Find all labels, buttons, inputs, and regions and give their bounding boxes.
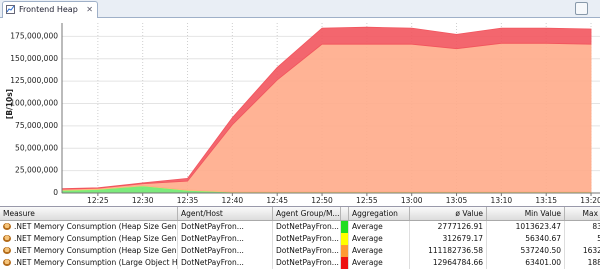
table-cell: DotNetPayFron... [178,245,273,257]
column-header[interactable]: Agent/Host [178,207,273,220]
x-tick-label: 12:30 [132,196,154,205]
table-cell: 56340.67 [487,233,565,245]
table-cell: 111182736.58 [410,245,487,257]
table-cell: 537240.50 [487,245,565,257]
x-tick-label: 12:55 [356,196,378,205]
color-swatch [341,245,349,257]
tab-bar: Frontend Heap ✕ [0,0,600,18]
table-cell: Average [349,257,410,269]
measure-cell: .NET Memory Consumption (Large Object He… [0,257,178,269]
y-tick-label: 150,000,000 [10,54,58,63]
y-tick-label: 100,000,000 [10,99,58,108]
table-cell: DotNetPayFron... [178,257,273,269]
x-tick-label: 13:00 [401,196,423,205]
table-cell: DotNetPayFron... [178,221,273,233]
x-tick-label: 13:10 [491,196,513,205]
table-cell: 54111 [565,233,600,245]
measure-text: .NET Memory Consumption (Heap Size Gen 1… [14,234,177,243]
x-tick-label: 12:45 [266,196,288,205]
table-cell: DotNetPayFron... [273,233,341,245]
x-tick-label: 12:35 [177,196,199,205]
table-cell: 12964784.66 [410,257,487,269]
column-header[interactable]: Min Value [487,207,565,220]
column-header[interactable]: Agent Group/M... [273,207,341,220]
save-button[interactable] [575,2,588,15]
table-cell: DotNetPayFron... [273,221,341,233]
tab[interactable]: Frontend Heap ✕ [2,1,98,18]
table-cell: Average [349,245,410,257]
table-cell: DotNetPayFron... [273,245,341,257]
measure-text: .NET Memory Consumption (Large Object He… [14,258,178,267]
y-tick-label: 75,000,000 [15,121,58,130]
table-row[interactable]: .NET Memory Consumption (Large Object He… [0,257,600,269]
measure-cell: .NET Memory Consumption (Heap Size Gen 2… [0,245,178,257]
area [61,26,592,190]
table-cell: DotNetPayFron... [178,233,273,245]
table-cell: 838860 [565,221,600,233]
measure-icon [3,247,11,254]
table-cell: 1882821 [565,257,600,269]
table-cell: 312679.17 [410,233,487,245]
column-header[interactable]: Aggregation [349,207,410,220]
y-tick-label: 125,000,000 [10,76,58,85]
table-row[interactable]: .NET Memory Consumption (Heap Size Gen 0… [0,221,600,233]
table-cell: 2777126.91 [410,221,487,233]
x-tick-label: 13:05 [446,196,468,205]
swatch-header [341,207,349,220]
tab-icon [6,5,15,14]
chart: [B/10s] 0 25,000,000 50,000,000 75,000,000 1… [0,18,600,206]
table-row[interactable]: .NET Memory Consumption (Heap Size Gen 1… [0,233,600,245]
table-cell: Average [349,233,410,245]
color-swatch [341,221,349,233]
measure-text: .NET Memory Consumption (Heap Size Gen 0… [14,222,177,231]
measure-cell: .NET Memory Consumption (Heap Size Gen 0… [0,221,178,233]
column-header[interactable]: Measure [0,207,178,220]
table-cell: 16321083 [565,245,600,257]
x-tick-label: 12:50 [311,196,333,205]
color-swatch [341,257,349,269]
table-cell: 1013623.47 [487,221,565,233]
y-tick-label: 50,000,000 [15,143,58,152]
column-header[interactable]: ø Value [410,207,487,220]
tab-title: Frontend Heap [19,5,78,14]
measure-text: .NET Memory Consumption (Heap Size Gen 2… [14,246,177,255]
tab-close[interactable]: ✕ [86,5,93,14]
measure-icon [3,223,11,230]
x-tick-label: 13:20 [580,196,600,205]
x-tick-label: 12:25 [87,196,109,205]
table-cell: 63401.00 [487,257,565,269]
color-swatch [341,233,349,245]
measure-icon [3,235,11,242]
measure-cell: .NET Memory Consumption (Heap Size Gen 1… [0,233,178,245]
y-tick-label: 0 [53,188,58,197]
measure-icon [3,259,11,266]
table-row[interactable]: .NET Memory Consumption (Heap Size Gen 2… [0,245,600,257]
y-tick-label: 175,000,000 [10,31,58,40]
table-cell: DotNetPayFron... [273,257,341,269]
y-axis-label: [B/10s] [5,89,14,119]
table: Measure Agent/Host Agent Group/M... Aggrega… [0,206,600,271]
table-cell: Average [349,221,410,233]
x-tick-label: 12:40 [222,196,244,205]
column-header[interactable]: Max Value [565,207,600,220]
y-tick-label: 25,000,000 [15,166,58,175]
table-header: Measure Agent/Host Agent Group/M... Aggrega… [0,207,600,221]
x-tick-label: 13:15 [535,196,557,205]
